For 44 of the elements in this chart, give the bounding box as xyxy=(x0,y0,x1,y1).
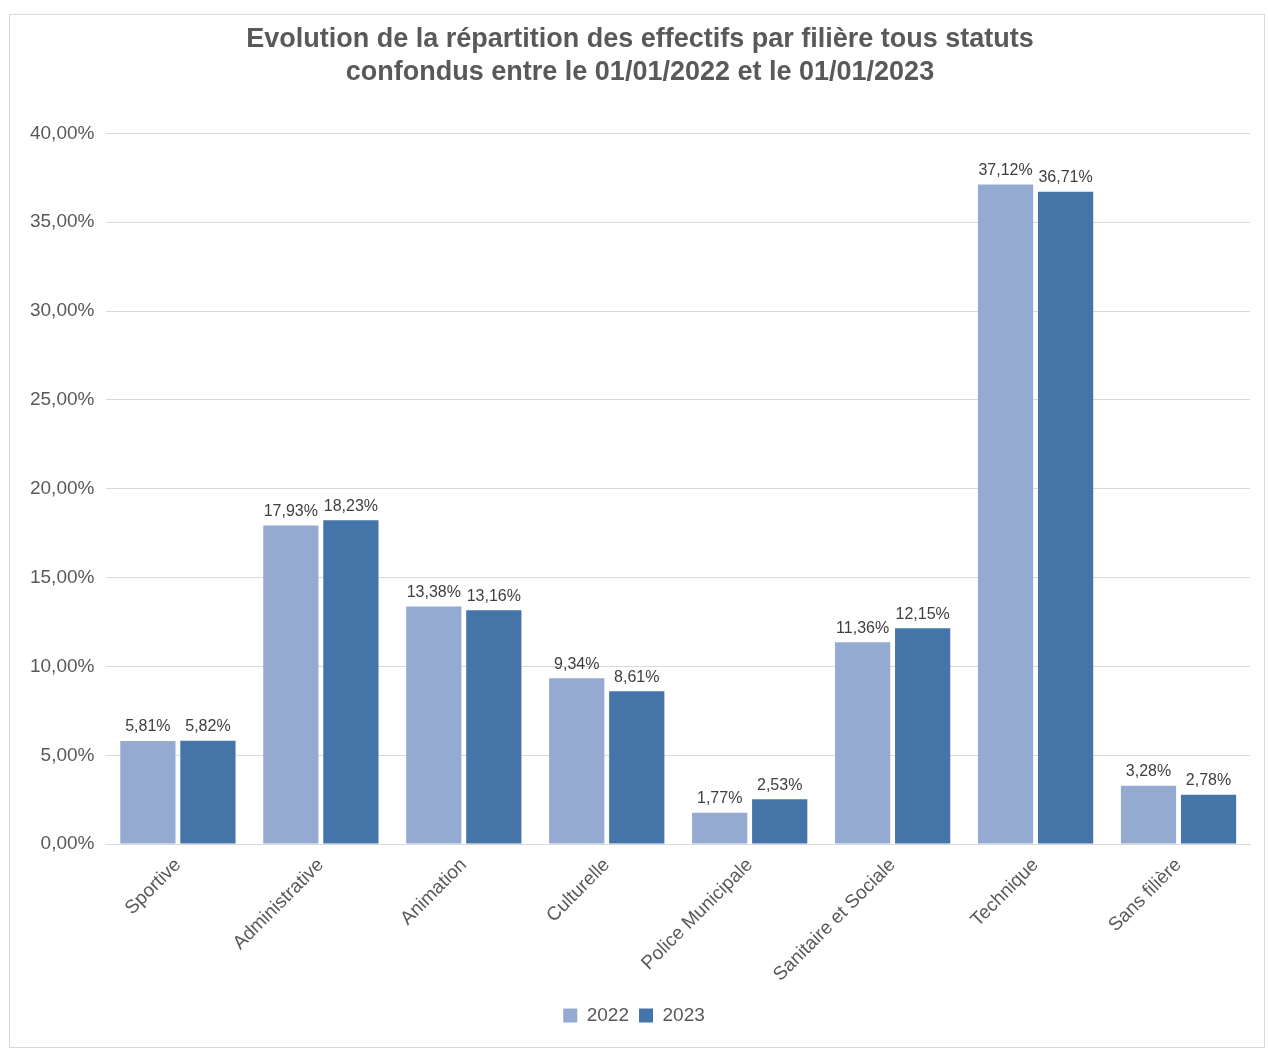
legend-label: 2023 xyxy=(662,1003,705,1025)
data-label: 18,23% xyxy=(323,496,379,514)
data-label: 1,77% xyxy=(696,789,743,807)
legend-label: 2022 xyxy=(586,1003,630,1025)
bar xyxy=(1180,794,1237,844)
bar xyxy=(1037,191,1094,844)
y-tick-label: 0,00% xyxy=(40,832,95,854)
bar xyxy=(549,678,605,844)
data-label: 2,53% xyxy=(757,775,803,793)
data-label: 17,93% xyxy=(263,501,318,519)
y-tick-label: 15,00% xyxy=(29,565,95,587)
data-label: 12,15% xyxy=(895,604,950,622)
y-tick-label: 35,00% xyxy=(29,210,95,232)
data-label: 9,34% xyxy=(554,654,600,672)
y-tick-label: 5,00% xyxy=(40,743,95,765)
bar xyxy=(1120,785,1177,844)
data-label: 5,82% xyxy=(185,717,231,735)
y-tick-label: 40,00% xyxy=(29,121,95,143)
y-tick-label: 30,00% xyxy=(29,299,95,321)
bar xyxy=(406,606,462,844)
bar xyxy=(835,642,891,844)
data-label: 5,81% xyxy=(125,717,171,735)
bar xyxy=(323,520,379,844)
data-label: 2,78% xyxy=(1185,771,1232,789)
y-tick-label: 25,00% xyxy=(29,388,95,410)
bar xyxy=(180,740,236,844)
bar xyxy=(120,740,176,844)
data-label: 36,71% xyxy=(1038,168,1093,186)
bar xyxy=(752,799,808,844)
bar xyxy=(466,610,522,844)
data-label: 13,38% xyxy=(406,582,461,600)
chart-title: Evolution de la répartition des effectifs par filière tous statuts confondus entre le 01/01/2022 et le 01/01/2023 xyxy=(245,22,1035,88)
bar xyxy=(895,628,951,844)
bar xyxy=(692,812,748,844)
data-label: 3,28% xyxy=(1125,762,1172,780)
y-tick-label: 20,00% xyxy=(29,476,95,498)
data-label: 8,61% xyxy=(614,667,660,685)
bar xyxy=(609,691,665,844)
bar xyxy=(263,525,319,844)
bar xyxy=(977,184,1034,844)
data-label: 11,36% xyxy=(836,618,890,636)
data-label: 37,12% xyxy=(978,160,1033,178)
y-tick-label: 10,00% xyxy=(29,654,95,676)
data-label: 13,16% xyxy=(466,586,521,604)
